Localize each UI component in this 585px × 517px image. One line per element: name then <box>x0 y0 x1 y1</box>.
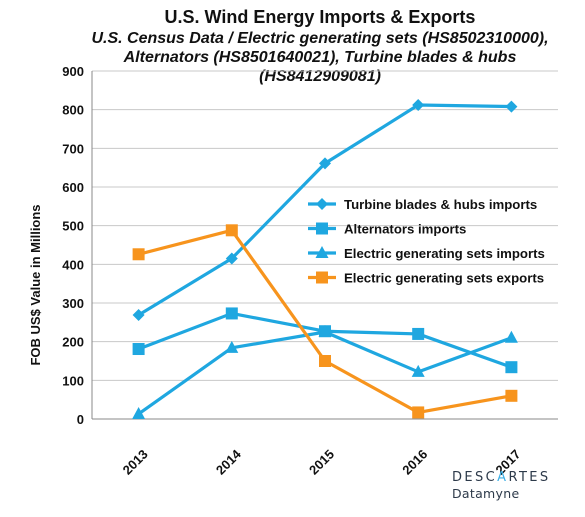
data-point <box>411 364 425 377</box>
data-point <box>504 330 518 343</box>
legend-marker <box>316 271 328 284</box>
y-tick-label: 800 <box>62 103 84 118</box>
data-point <box>132 308 145 321</box>
legend-label: Alternators imports <box>344 222 466 237</box>
data-point <box>225 307 238 320</box>
x-tick-label: 2014 <box>213 446 245 478</box>
logo-product: Datamyne <box>452 486 520 501</box>
legend-marker <box>316 198 328 210</box>
descartes-datamyne-logo: DESCARTES Datamyne <box>452 470 562 501</box>
data-point <box>505 361 518 374</box>
x-tick-label: 2013 <box>120 447 151 478</box>
data-point <box>225 252 238 265</box>
y-tick-label: 500 <box>62 219 84 234</box>
data-point <box>319 157 331 170</box>
y-tick-label: 700 <box>62 141 84 156</box>
y-tick-label: 900 <box>62 64 84 79</box>
data-point <box>225 340 239 353</box>
legend-label: Electric generating sets imports <box>344 246 545 261</box>
y-tick-label: 600 <box>62 180 84 195</box>
y-tick-label: 300 <box>62 296 84 311</box>
data-point <box>132 406 146 419</box>
y-tick-label: 100 <box>62 373 84 388</box>
x-tick-label: 2015 <box>306 447 337 478</box>
chart-title: U.S. Wind Energy Imports & Exports <box>164 7 476 27</box>
data-point <box>132 248 145 261</box>
data-point <box>225 224 238 237</box>
legend-label: Turbine blades & hubs imports <box>344 197 537 212</box>
chart-subtitle: U.S. Census Data / Electric generating s… <box>91 30 549 85</box>
data-point <box>319 355 331 367</box>
data-point <box>412 406 425 419</box>
data-point <box>412 99 425 112</box>
data-point <box>505 100 518 113</box>
data-point <box>318 325 332 337</box>
data-point <box>412 327 425 340</box>
legend-label: Electric generating sets exports <box>344 271 544 286</box>
y-tick-label: 0 <box>77 412 84 427</box>
y-tick-label: 200 <box>62 335 84 350</box>
data-point <box>505 389 518 402</box>
x-tick-label: 2016 <box>399 447 430 478</box>
data-point <box>132 343 145 356</box>
legend-marker <box>315 246 329 258</box>
series-line <box>137 330 512 416</box>
y-tick-label: 400 <box>62 257 84 272</box>
legend-marker <box>316 222 328 235</box>
